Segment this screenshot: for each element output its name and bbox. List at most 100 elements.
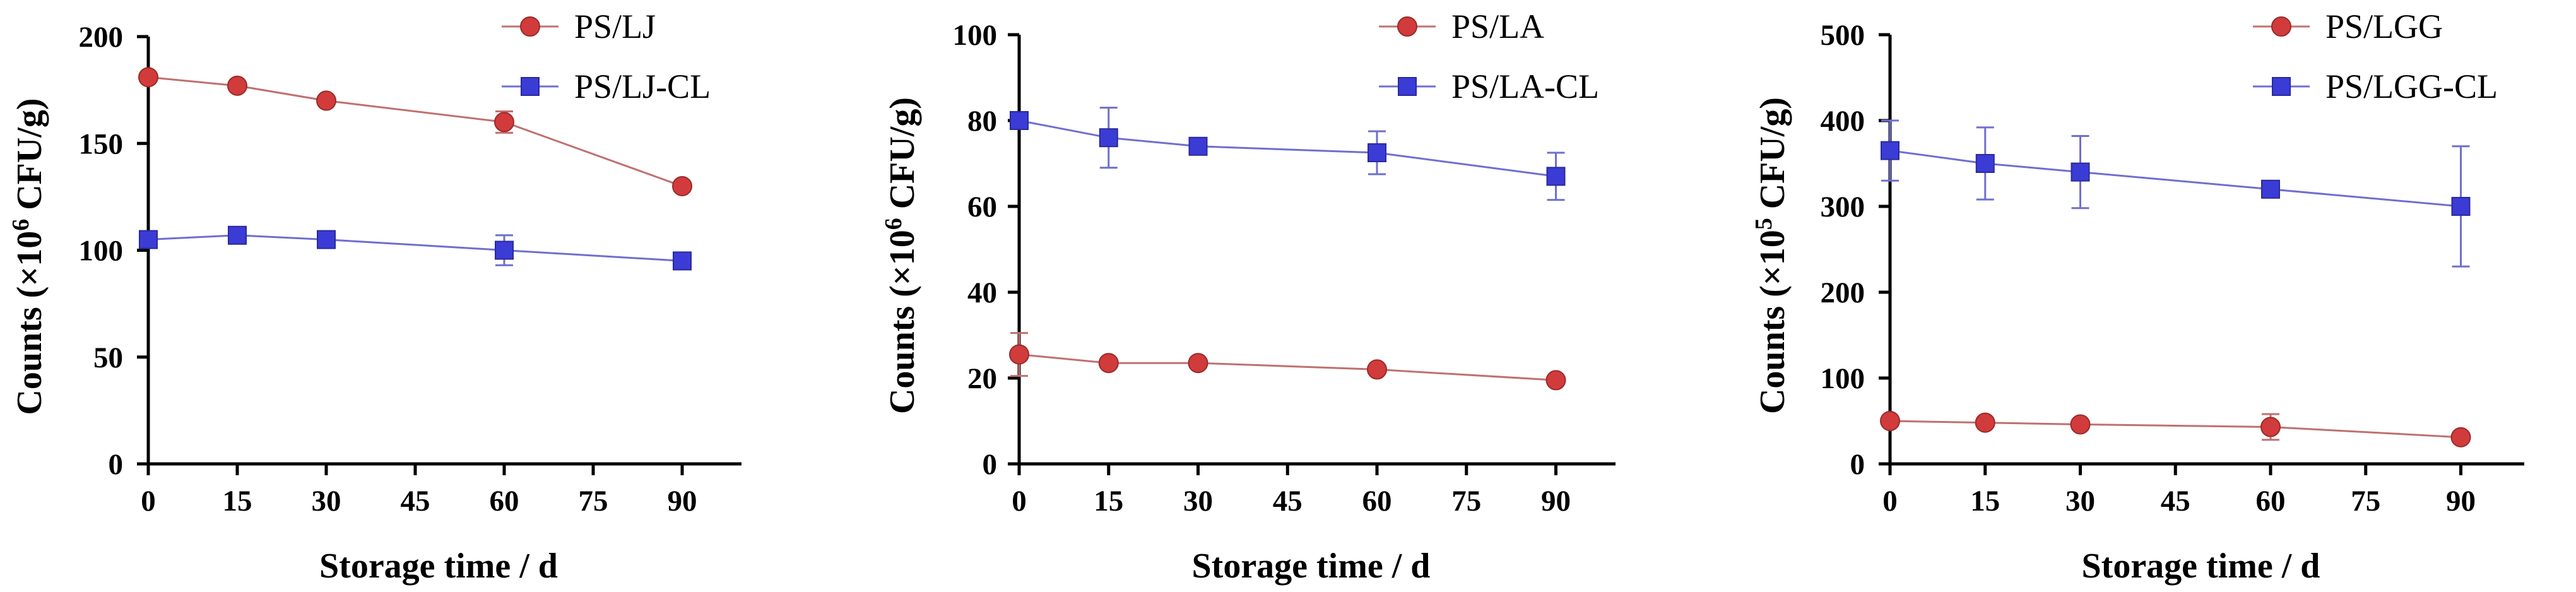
legend-label: PS/LJ-CL xyxy=(574,68,711,105)
legend-label: PS/LGG xyxy=(2325,8,2443,45)
x-tick-label: 0 xyxy=(141,485,156,518)
y-tick-label: 100 xyxy=(79,235,124,268)
y-axis-title: Counts (×106 CFU/g) xyxy=(880,97,922,414)
x-tick-label: 90 xyxy=(2446,485,2476,518)
y-axis-title-unit: CFU/g) xyxy=(883,97,922,218)
chart-panel-lgg: 0 100 200 300 400 500 0 15 30 45 60 75 90 Storage tim… xyxy=(1751,8,2524,586)
data-point xyxy=(1881,141,1900,160)
x-tick-label: 90 xyxy=(1541,485,1571,518)
data-point xyxy=(1546,167,1566,186)
legend-label: PS/LA xyxy=(1451,8,1544,45)
data-point xyxy=(1368,143,1386,162)
data-point xyxy=(2451,197,2471,216)
legend-marker xyxy=(2272,77,2291,96)
data-point xyxy=(2450,427,2471,447)
y-axis-title-main: Counts (×10 xyxy=(10,231,49,415)
x-axis-title: Storage time / d xyxy=(319,547,558,586)
data-point xyxy=(316,90,336,111)
y-axis-title-exponent: 6 xyxy=(880,218,907,230)
data-point xyxy=(139,230,158,249)
x-tick-label: 90 xyxy=(668,485,697,518)
y-axis-title: Counts (×105 CFU/g) xyxy=(1751,97,1792,414)
data-point xyxy=(673,251,692,271)
y-tick-label: 0 xyxy=(983,448,998,481)
legend-label: PS/LJ xyxy=(574,8,656,45)
y-tick-label: 400 xyxy=(1821,105,1865,138)
data-point xyxy=(495,240,514,260)
x-axis-title: Storage time / d xyxy=(1192,547,1431,586)
legend-marker xyxy=(2271,16,2291,37)
data-point xyxy=(1975,412,1995,433)
y-axis-title: Counts (×106 CFU/g) xyxy=(8,98,49,415)
y-tick-label: 0 xyxy=(1850,448,1865,481)
data-point xyxy=(2070,414,2091,435)
y-tick-label: 500 xyxy=(1821,19,1865,52)
y-tick-label: 20 xyxy=(967,362,997,395)
data-point xyxy=(2260,417,2281,437)
data-point xyxy=(228,225,247,245)
legend-marker xyxy=(521,77,540,96)
y-tick-label: 100 xyxy=(1821,362,1865,395)
y-tick-label: 150 xyxy=(79,127,124,160)
x-tick-label: 45 xyxy=(2161,485,2190,518)
y-axis-title-unit: CFU/g) xyxy=(1753,97,1792,218)
data-point xyxy=(1545,370,1566,391)
data-point xyxy=(2261,179,2280,199)
y-tick-label: 100 xyxy=(953,19,998,52)
chart-panel-la: 0 20 40 60 80 100 0 15 30 45 60 75 90 Storage time / … xyxy=(880,8,1616,586)
chart-panel-lj: 0 50 100 150 200 0 15 30 45 60 75 90 Storage time / … xyxy=(8,8,741,586)
x-tick-label: 45 xyxy=(401,485,430,518)
y-axis-title-main: Counts (×10 xyxy=(1753,230,1792,414)
x-tick-label: 60 xyxy=(1362,485,1392,518)
y-tick-label: 50 xyxy=(93,341,123,374)
x-tick-label: 60 xyxy=(2256,485,2286,518)
y-tick-label: 200 xyxy=(1821,276,1865,309)
legend-label: PS/LGG-CL xyxy=(2325,68,2498,105)
data-point xyxy=(1880,411,1900,431)
data-point xyxy=(138,67,158,88)
data-point xyxy=(494,112,514,133)
data-point xyxy=(2071,162,2090,182)
y-tick-label: 40 xyxy=(967,276,997,309)
y-tick-label: 80 xyxy=(967,105,997,138)
x-tick-label: 0 xyxy=(1012,485,1027,518)
x-tick-label: 30 xyxy=(2065,485,2095,518)
data-point xyxy=(1099,128,1118,148)
x-tick-label: 15 xyxy=(1094,485,1123,518)
data-point xyxy=(1010,111,1029,130)
x-tick-label: 75 xyxy=(1451,485,1481,518)
x-tick-label: 75 xyxy=(2351,485,2380,518)
data-point xyxy=(317,230,336,249)
data-point xyxy=(1188,136,1208,156)
x-tick-label: 45 xyxy=(1273,485,1303,518)
legend-label: PS/LA-CL xyxy=(1451,68,1599,105)
y-axis-title-main: Counts (×10 xyxy=(883,230,922,414)
x-tick-label: 30 xyxy=(312,485,341,518)
y-tick-label: 200 xyxy=(79,21,124,54)
data-point xyxy=(1367,359,1387,380)
x-axis-title: Storage time / d xyxy=(2082,547,2320,586)
data-point xyxy=(1975,154,1995,173)
y-tick-label: 300 xyxy=(1821,191,1865,223)
data-point xyxy=(1009,344,1029,365)
x-tick-label: 0 xyxy=(1882,485,1898,518)
data-point xyxy=(1098,353,1119,374)
series-line xyxy=(1889,150,2461,208)
x-tick-label: 60 xyxy=(490,485,519,518)
data-point xyxy=(672,175,692,196)
legend-marker xyxy=(520,16,540,37)
y-tick-label: 0 xyxy=(109,448,124,481)
x-tick-label: 15 xyxy=(1970,485,2000,518)
y-tick-label: 60 xyxy=(967,191,997,223)
y-axis-title-exponent: 6 xyxy=(8,219,34,231)
y-axis-title-unit: CFU/g) xyxy=(10,98,49,218)
x-tick-label: 15 xyxy=(223,485,252,518)
legend-marker xyxy=(1398,77,1417,96)
data-point xyxy=(227,75,247,96)
data-point xyxy=(1188,353,1208,374)
y-axis-title-exponent: 5 xyxy=(1751,218,1777,230)
legend-marker xyxy=(1397,16,1417,37)
x-tick-label: 75 xyxy=(579,485,608,518)
x-tick-label: 30 xyxy=(1183,485,1213,518)
